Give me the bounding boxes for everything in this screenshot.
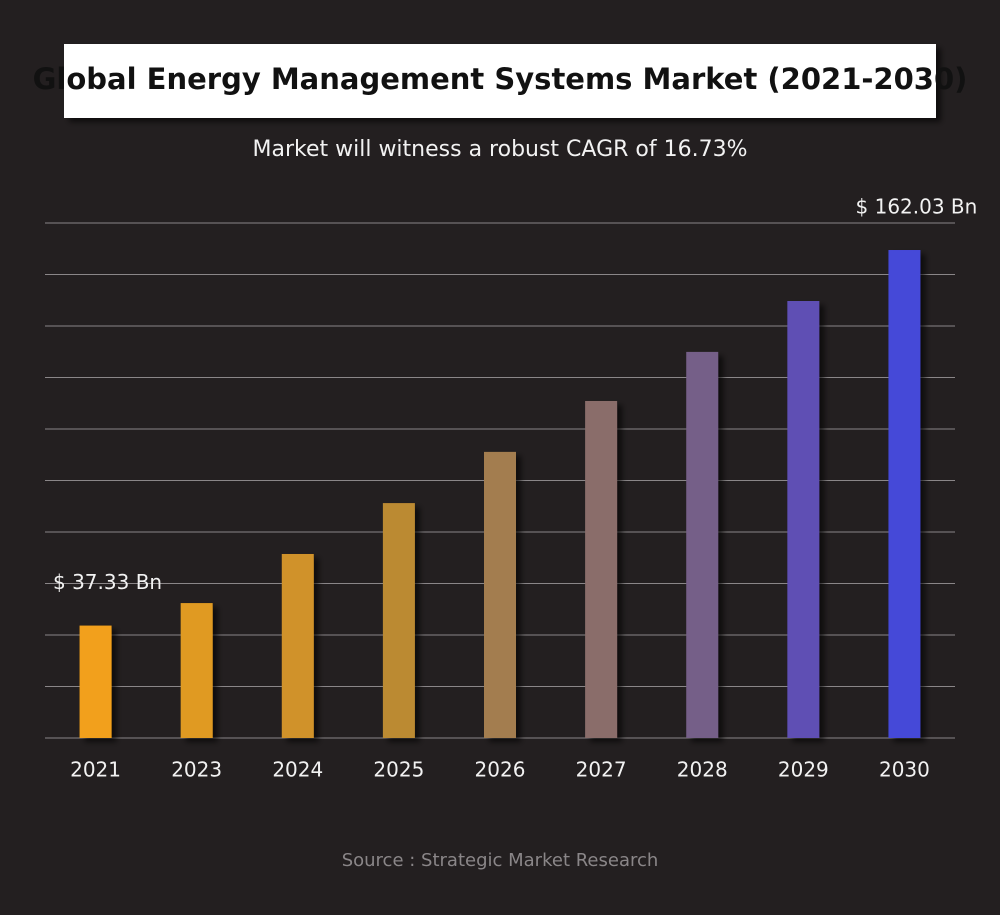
bar (281, 553, 314, 738)
data-label: $ 37.33 Bn (53, 570, 162, 594)
x-tick-label: 2030 (879, 758, 930, 782)
bar (484, 451, 516, 738)
data-label: $ 162.03 Bn (856, 195, 978, 219)
chart-subtitle: Market will witness a robust CAGR of 16.… (253, 137, 748, 162)
x-tick-label: 2024 (272, 758, 323, 782)
bar (382, 503, 415, 738)
chart-title: Global Energy Management Systems Market … (33, 62, 968, 96)
x-tick-label: 2021 (70, 758, 121, 782)
x-tick-label: 2029 (778, 758, 829, 782)
bar (79, 625, 112, 738)
x-tick-label: 2028 (677, 758, 728, 782)
title-box (64, 44, 936, 118)
x-tick-label: 2026 (475, 758, 526, 782)
bar (888, 250, 921, 739)
x-tick-label: 2023 (171, 758, 222, 782)
x-tick-label: 2025 (373, 758, 424, 782)
bar (686, 351, 719, 738)
bar (180, 603, 213, 738)
source: Source : Strategic Market Research (342, 850, 659, 871)
bar (787, 301, 820, 738)
bar (585, 400, 618, 738)
x-tick-label: 2027 (576, 758, 627, 782)
